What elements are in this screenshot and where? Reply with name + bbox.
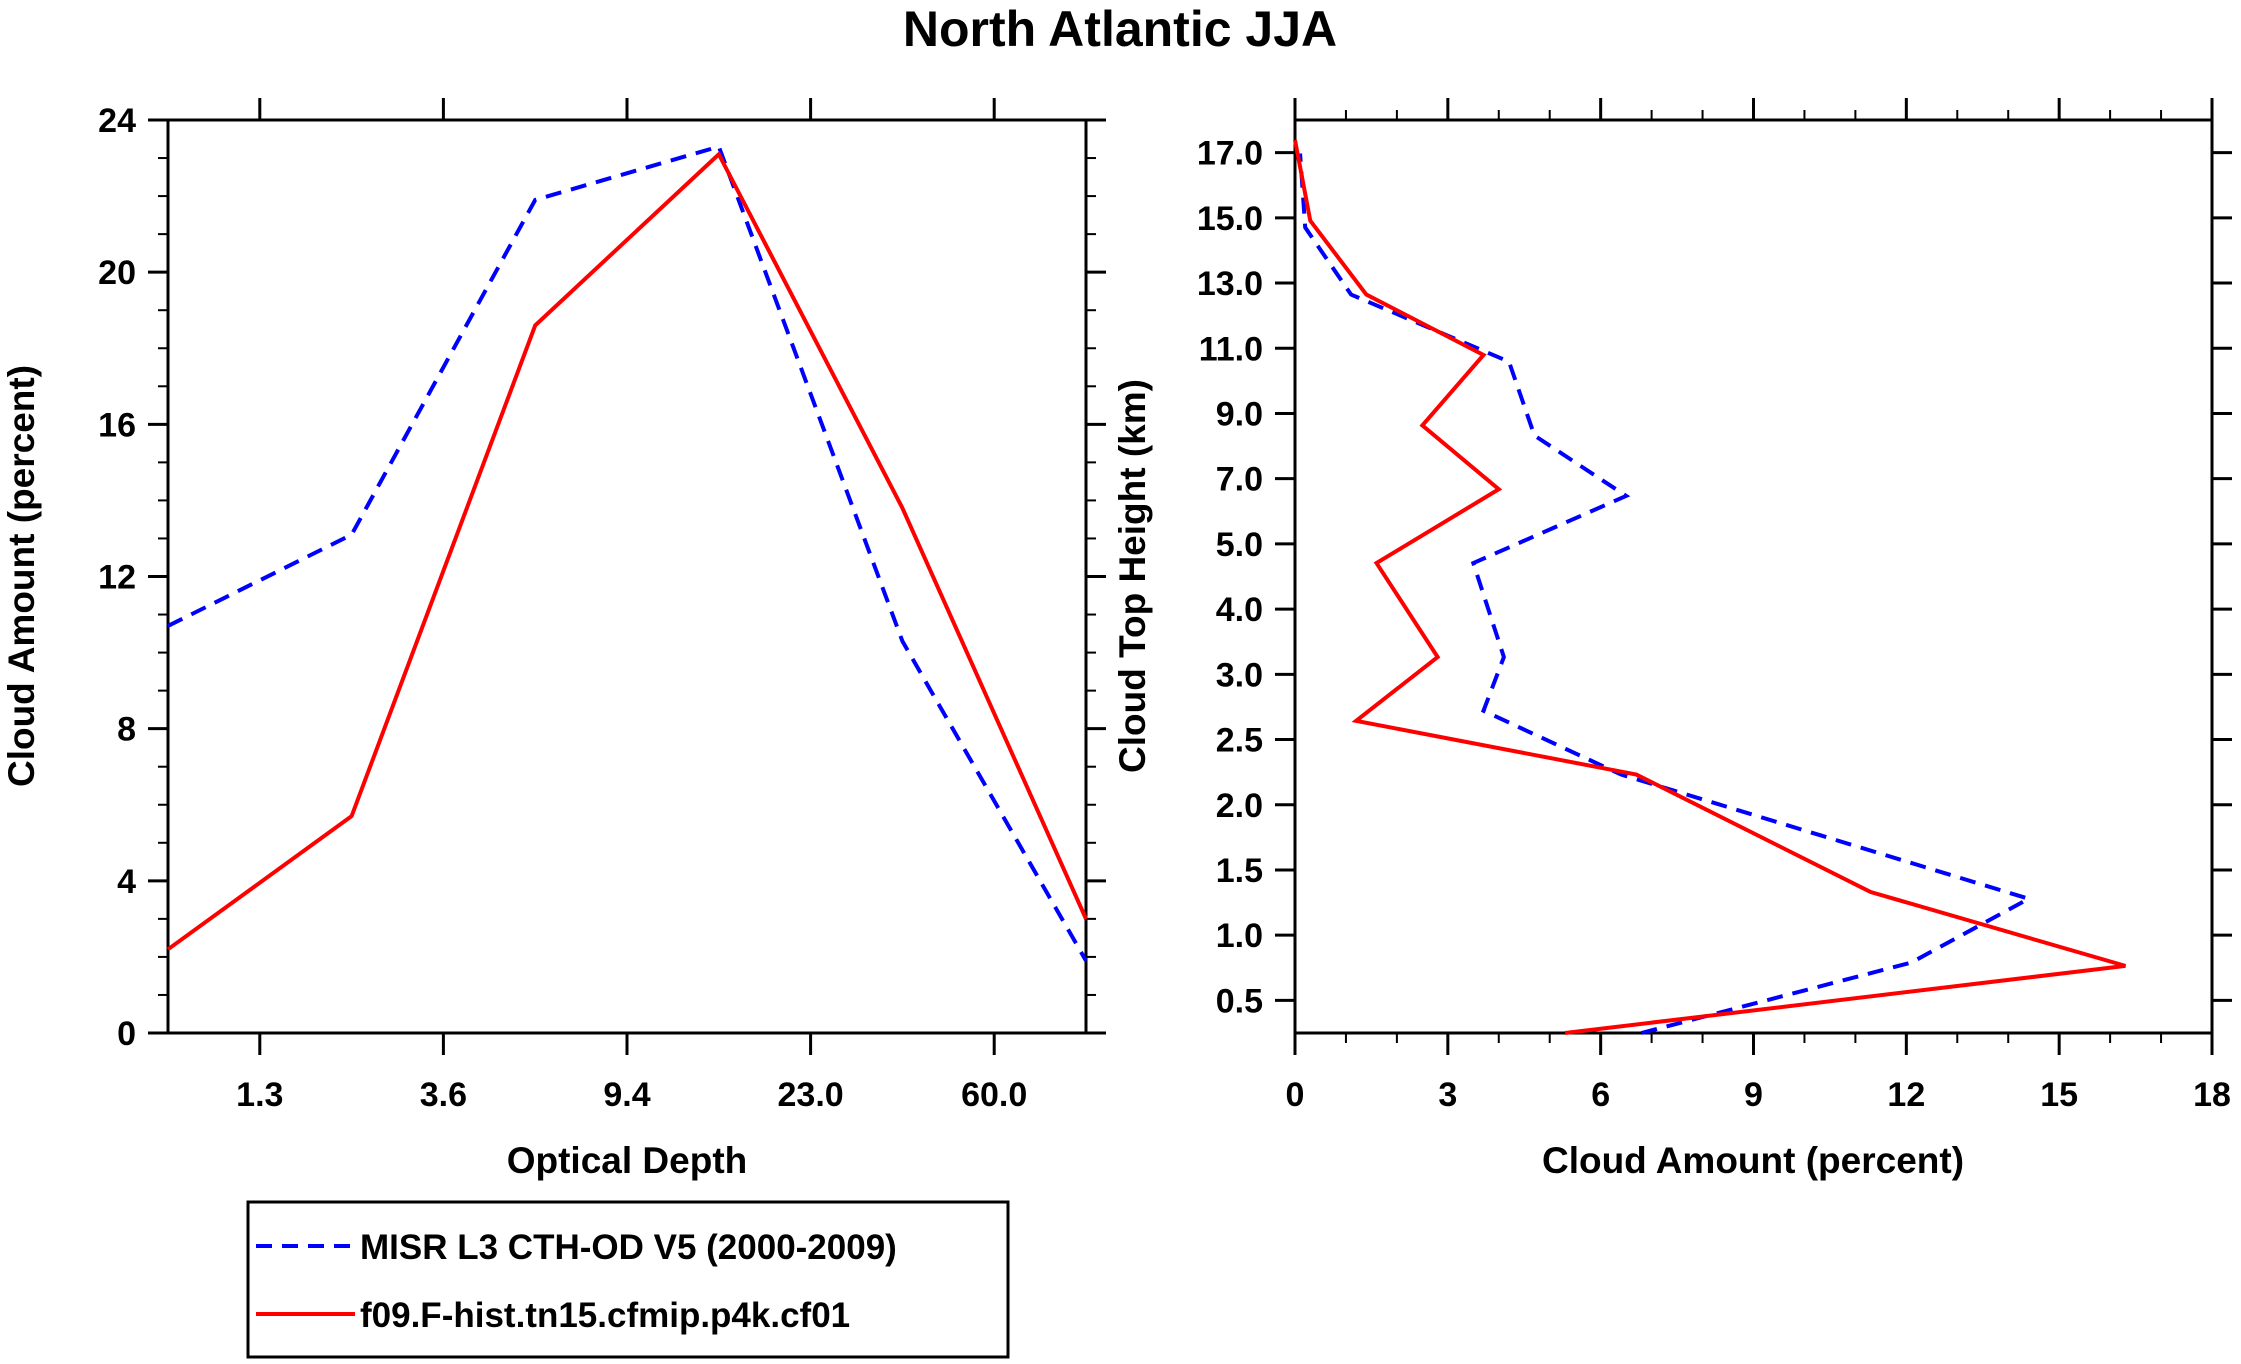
left-series-line-model <box>166 150 1088 951</box>
left-x-tick-label: 1.3 <box>236 1076 283 1114</box>
right-y-tick-label: 11.0 <box>1199 330 1263 368</box>
left-y-tick-label: 24 <box>98 102 136 140</box>
right-y-tick-label: 7.0 <box>1216 461 1263 499</box>
right-ticks: 0.5 1.0 1.5 2.0 2.5 3.0 4.0 5.0 7.0 9.0 11.0 13.0 15… <box>1197 98 2232 1114</box>
right-y-tick-label: 17.0 <box>1197 135 1263 173</box>
right-x-tick-label: 6 <box>1591 1076 1610 1114</box>
legend-label-misr: MISR L3 CTH-OD V5 (2000-2009) <box>360 1228 897 1267</box>
left-series <box>166 144 1088 962</box>
right-x-tick-label: 12 <box>1887 1076 1925 1114</box>
left-y-tick-label: 16 <box>98 406 136 444</box>
right-x-tick-label: 9 <box>1744 1076 1763 1114</box>
right-y-tick-label: 2.5 <box>1216 722 1263 760</box>
right-x-tick-label: 3 <box>1438 1076 1457 1114</box>
cloud-top-height-panel: 0.5 1.0 1.5 2.0 2.5 3.0 4.0 5.0 7.0 9.0 11.0 13.0 15… <box>1112 98 2232 1181</box>
left-x-tick-label: 3.6 <box>420 1076 467 1114</box>
left-x-tick-label: 9.4 <box>603 1076 650 1114</box>
left-y-tick-label: 20 <box>98 254 136 292</box>
optical-depth-panel: 0 4 8 12 16 20 24 1.3 3.6 9.4 23.0 60.0 Optical Dep… <box>1 98 1106 1181</box>
right-plot-frame <box>1293 118 2214 1035</box>
left-y-axis-label: Cloud Amount (percent) <box>1 365 42 787</box>
legend: MISR L3 CTH-OD V5 (2000-2009) f09.F-hist… <box>246 1200 1010 1359</box>
left-x-tick-label: 23.0 <box>778 1076 844 1114</box>
right-y-tick-label: 9.0 <box>1216 395 1263 433</box>
right-y-axis-label: Cloud Top Height (km) <box>1112 379 1153 773</box>
left-x-tick-label: 60.0 <box>961 1076 1027 1114</box>
left-ticks: 0 4 8 12 16 20 24 1.3 3.6 9.4 23.0 60.0 <box>98 98 1106 1114</box>
left-series-line-misr <box>167 144 1088 962</box>
right-x-tick-label: 15 <box>2040 1076 2078 1114</box>
right-y-tick-label: 3.0 <box>1216 656 1263 694</box>
right-x-tick-label: 0 <box>1286 1076 1305 1114</box>
right-x-axis-label: Cloud Amount (percent) <box>1542 1140 1964 1181</box>
right-y-tick-label: 15.0 <box>1197 200 1263 238</box>
right-y-tick-label: 1.5 <box>1216 852 1263 890</box>
right-y-tick-label: 2.0 <box>1216 787 1263 825</box>
right-series-line-misr <box>1298 153 2034 1035</box>
right-series-line-model <box>1293 139 2126 1035</box>
legend-box <box>246 1200 1010 1359</box>
right-y-tick-label: 5.0 <box>1216 526 1263 564</box>
left-y-tick-label: 12 <box>98 559 136 597</box>
figure-title: North Atlantic JJA <box>903 1 1337 57</box>
left-plot-frame <box>166 118 1088 1035</box>
legend-label-model: f09.F-hist.tn15.cfmip.p4k.cf01 <box>360 1296 850 1335</box>
right-y-tick-label: 13.0 <box>1197 265 1263 303</box>
left-x-axis-label: Optical Depth <box>507 1140 748 1181</box>
right-x-tick-label: 18 <box>2193 1076 2231 1114</box>
right-series <box>1293 139 2126 1035</box>
right-y-tick-label: 0.5 <box>1216 982 1263 1020</box>
left-y-tick-label: 0 <box>117 1015 136 1053</box>
right-y-tick-label: 1.0 <box>1216 917 1263 955</box>
left-y-tick-label: 4 <box>117 863 136 901</box>
right-y-tick-label: 4.0 <box>1216 591 1263 629</box>
left-y-tick-label: 8 <box>117 711 136 749</box>
